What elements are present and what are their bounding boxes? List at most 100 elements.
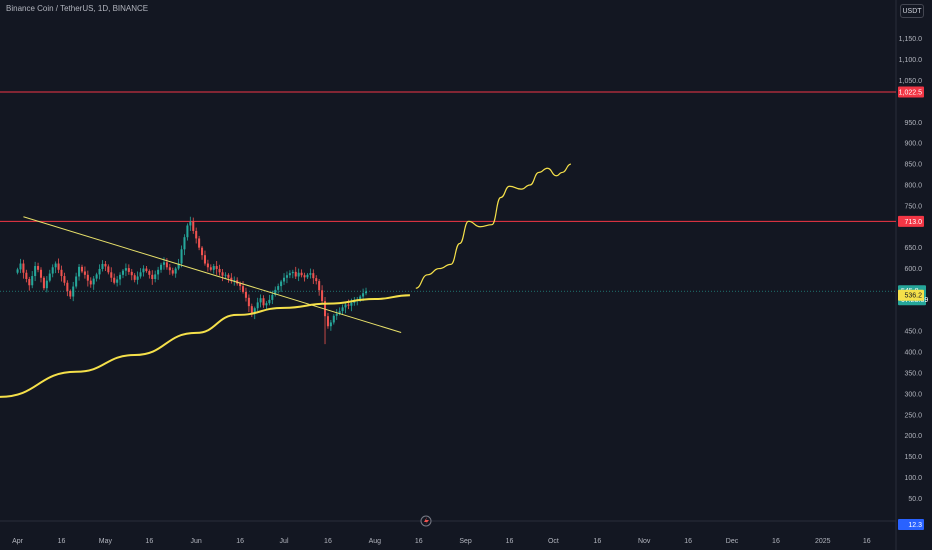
candle (92, 276, 95, 290)
candle (60, 265, 63, 282)
candle-body (227, 274, 230, 278)
candle (37, 262, 40, 273)
y-tick-label: 100.0 (904, 475, 922, 482)
candle (306, 273, 309, 279)
candle (344, 302, 347, 314)
candle (160, 262, 163, 273)
resistance-levels (0, 91, 896, 292)
candle (80, 264, 84, 274)
candle (25, 269, 28, 283)
candle-body (280, 281, 283, 287)
x-tick-label: 16 (145, 538, 153, 545)
candle (157, 266, 160, 280)
y-tick-label: 600.0 (904, 266, 922, 273)
candle (215, 261, 218, 275)
candle-body (101, 263, 104, 269)
candle (22, 259, 25, 279)
candle (244, 287, 247, 302)
candle-body (306, 274, 309, 278)
candle-body (195, 230, 198, 239)
candle-body (300, 272, 303, 276)
currency-button[interactable]: USDT (900, 4, 924, 18)
x-axis: Apr 16 May 16 Jun 16 Jul 16 Aug 16 Sep 16 Oct 16 Nov 16… (12, 538, 871, 545)
candle-body (335, 313, 338, 316)
candle-body (326, 316, 329, 327)
lightning-icon (424, 517, 429, 525)
y-tick-label: 800.0 (904, 182, 922, 189)
candle-body (63, 276, 66, 283)
y-tick-label: 200.0 (904, 433, 922, 440)
candle (259, 294, 262, 308)
candle-body (244, 291, 247, 298)
candle-body (297, 272, 300, 277)
candle-body (359, 296, 362, 300)
candle-body (83, 271, 86, 275)
candle (110, 267, 113, 282)
candle (113, 273, 116, 285)
candle-body (271, 294, 274, 300)
candle (142, 265, 145, 277)
candle-body (75, 276, 78, 287)
candle (297, 268, 300, 282)
candle (221, 268, 224, 282)
candle-body (294, 271, 297, 277)
candle (198, 235, 201, 251)
candle-body (309, 273, 312, 275)
candle (98, 264, 101, 280)
candle (48, 269, 51, 283)
candle (86, 270, 89, 287)
candle-body (22, 263, 25, 273)
candle-body (233, 280, 236, 282)
candle (171, 267, 174, 276)
candle (329, 319, 332, 331)
y-tick-label: 900.0 (904, 141, 922, 148)
candle-body (127, 268, 130, 272)
candle (19, 258, 22, 274)
x-tick-label: Nov (638, 538, 651, 545)
candle (54, 261, 57, 274)
candle (294, 266, 297, 279)
candle-body (107, 266, 110, 273)
candle (262, 295, 265, 308)
candle (315, 275, 318, 285)
candle (183, 234, 186, 256)
candle-body (165, 262, 168, 268)
candle-body (142, 268, 145, 273)
candle-body (139, 272, 142, 277)
y-tick-label: 1,050.0 (899, 78, 922, 85)
candle-body (239, 283, 242, 287)
candle (148, 269, 151, 279)
y-tick-label: 1,150.0 (899, 36, 922, 43)
x-tick-label: Jul (280, 538, 289, 545)
candle-body (119, 274, 122, 280)
candle-body (34, 266, 37, 277)
candle (212, 263, 215, 274)
y-tick-label: 450.0 (904, 329, 922, 336)
candle (121, 268, 125, 279)
x-tick-label: Apr (12, 538, 24, 545)
candle (89, 277, 92, 288)
candle-body (318, 281, 321, 291)
candle (332, 314, 335, 325)
candle (303, 272, 306, 282)
candle (133, 273, 136, 283)
candle (288, 270, 291, 279)
indicator-tag: 12.3 (908, 522, 922, 529)
candle-body (95, 274, 98, 279)
y-tick-label: 1,100.0 (899, 57, 922, 64)
candle-body (262, 298, 265, 306)
candle-body (60, 269, 63, 277)
candle (42, 276, 45, 291)
drawings (0, 163, 572, 398)
candle-body (283, 277, 286, 282)
candle (168, 263, 171, 275)
candle-body (25, 272, 28, 279)
x-tick-label: 16 (684, 538, 692, 545)
candle-body (203, 255, 206, 264)
candle-body (48, 273, 51, 281)
candle (45, 276, 48, 293)
candle-body (168, 267, 171, 271)
x-tick-label: Oct (548, 538, 559, 545)
candle (57, 258, 60, 274)
